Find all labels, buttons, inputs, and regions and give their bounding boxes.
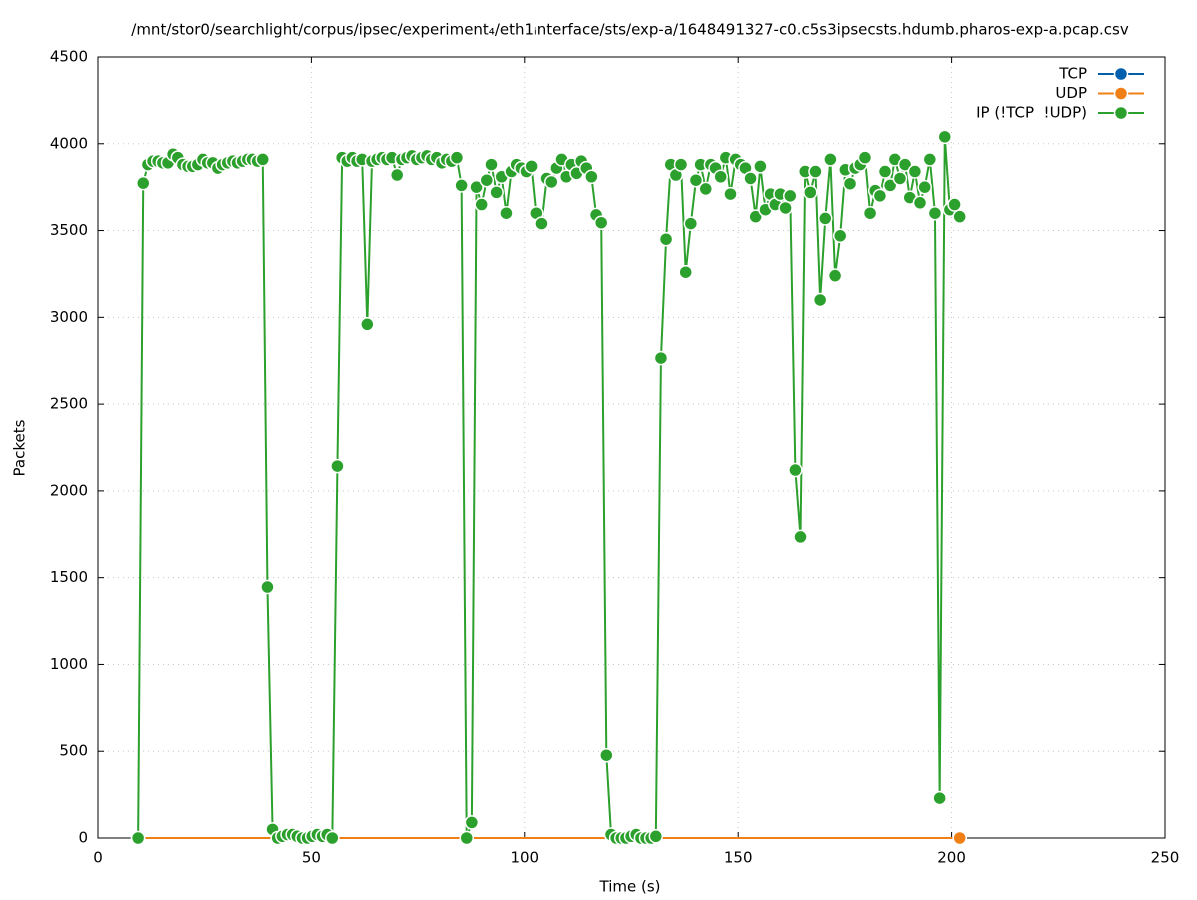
data-point — [743, 171, 758, 186]
data-point — [907, 164, 923, 179]
data-point — [469, 179, 484, 195]
data-point — [912, 195, 928, 211]
data-point — [544, 174, 559, 190]
y-tick-label: 3000 — [50, 308, 88, 326]
legend-label: IP (!TCP !UDP) — [976, 104, 1087, 122]
data-point — [688, 172, 704, 188]
data-point — [130, 830, 146, 846]
data-point — [808, 164, 823, 179]
data-point — [325, 830, 340, 846]
data-point — [937, 129, 953, 145]
data-point — [484, 157, 499, 172]
data-point — [360, 317, 375, 332]
data-point — [753, 159, 768, 174]
data-point — [778, 200, 793, 216]
data-point — [479, 172, 495, 188]
y-axis-label: Packets — [11, 419, 29, 476]
legend-label: TCP — [1058, 65, 1087, 83]
x-tick-label: 150 — [724, 849, 753, 867]
y-tick-label: 1500 — [50, 568, 88, 586]
x-tick-label: 0 — [93, 849, 103, 867]
data-point — [698, 181, 714, 197]
data-point — [678, 264, 693, 280]
x-axis-label: Time (s) — [599, 878, 661, 896]
data-point — [449, 150, 465, 165]
chart-title: /mnt/stor0/searchlight/corpus/ipsec/expe… — [131, 21, 1129, 39]
data-point — [952, 830, 967, 846]
data-point — [812, 292, 828, 308]
data-point — [842, 176, 858, 191]
data-point — [827, 268, 843, 283]
data-point — [927, 205, 943, 221]
y-tick-label: 2500 — [50, 395, 88, 413]
y-tick-label: 500 — [59, 742, 88, 760]
y-tick-label: 1000 — [50, 655, 88, 673]
data-point — [882, 178, 898, 193]
x-tick-label: 200 — [937, 849, 966, 867]
data-point — [832, 228, 848, 244]
data-point — [683, 216, 699, 231]
data-point — [748, 209, 763, 224]
data-point — [947, 197, 962, 212]
data-point — [464, 815, 480, 830]
y-tick-label: 4500 — [50, 48, 88, 66]
x-tick-label: 250 — [1151, 849, 1180, 867]
y-tick-label: 4000 — [50, 134, 88, 152]
data-point — [584, 169, 599, 185]
data-point — [952, 209, 967, 224]
y-tick-label: 2000 — [50, 481, 88, 499]
legend-marker — [1113, 105, 1129, 121]
data-point — [803, 185, 818, 200]
data-point — [877, 164, 893, 179]
data-point — [723, 186, 738, 202]
data-point — [862, 205, 878, 221]
data-point — [673, 157, 689, 172]
series-line — [137, 136, 961, 840]
data-point — [653, 350, 669, 366]
data-point — [599, 747, 614, 763]
data-point — [330, 458, 345, 474]
data-point — [892, 171, 908, 186]
data-point — [917, 179, 932, 195]
data-point — [818, 211, 833, 226]
x-tick-label: 100 — [510, 849, 539, 867]
data-point — [932, 790, 947, 806]
data-point — [454, 178, 469, 193]
y-tick-label: 0 — [78, 829, 88, 847]
legend-label: UDP — [1055, 84, 1087, 102]
y-tick-label: 3500 — [50, 221, 88, 239]
data-point — [788, 462, 803, 478]
data-point — [474, 197, 489, 212]
data-point — [793, 529, 808, 545]
data-point — [260, 579, 275, 595]
legend-marker — [1113, 66, 1129, 82]
data-point — [823, 152, 838, 167]
data-point — [658, 231, 674, 247]
data-point — [499, 205, 514, 221]
data-point — [489, 185, 504, 200]
data-point — [459, 830, 475, 846]
data-point — [897, 157, 913, 172]
data-point — [922, 152, 938, 167]
data-point — [783, 188, 798, 204]
data-point — [872, 188, 888, 204]
data-point — [648, 829, 664, 844]
data-point — [857, 150, 873, 165]
data-point — [534, 216, 549, 231]
data-point — [135, 175, 151, 191]
data-point — [389, 167, 405, 183]
plot-frame — [97, 56, 1166, 839]
data-point — [713, 169, 728, 185]
data-point — [255, 152, 270, 167]
data-point — [593, 215, 609, 230]
data-point — [524, 159, 539, 174]
legend-marker — [1113, 86, 1129, 101]
x-tick-label: 50 — [302, 849, 321, 867]
